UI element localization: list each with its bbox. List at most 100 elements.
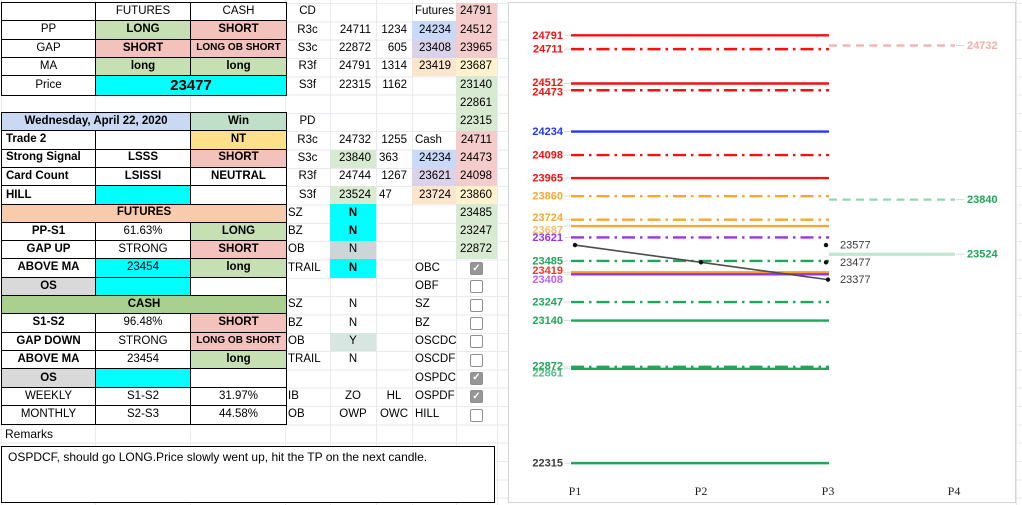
cell-period-r0c0[interactable]: WEEKLY (2, 387, 96, 407)
mid-cell-r3c1[interactable]: 24791 (339, 60, 371, 73)
checkbox-obc[interactable] (470, 262, 483, 276)
mid-cell-r12c4[interactable]: 23247 (456, 222, 497, 242)
mid-cell-r16c2[interactable] (376, 296, 412, 314)
mid-cell-r9c4[interactable]: 24098 (456, 167, 497, 187)
mid-cell-r10c0[interactable]: S3f (298, 188, 317, 201)
mid-cell-r19c1[interactable]: N (348, 353, 358, 366)
checkbox-oscdc[interactable] (470, 335, 483, 349)
cell-day-r2c2[interactable]: SHORT (191, 149, 286, 168)
mid-cell-r21c0[interactable]: IB (288, 389, 299, 402)
cell-period-r0c1[interactable]: S1-S2 (96, 387, 191, 407)
cell-futures-r2c1[interactable]: STRONG (96, 241, 191, 260)
mid-cell-checkbox-ospdc[interactable] (456, 369, 497, 387)
checkbox-ospdc[interactable] (470, 371, 483, 385)
cell-period-r1c1[interactable]: S2-S3 (96, 406, 191, 425)
cell-cash-r0c0[interactable]: CASH (2, 296, 286, 315)
cell-signals-r1c0[interactable]: PP (2, 21, 96, 40)
cell-signals-r2c0[interactable]: GAP (2, 39, 96, 58)
mid-cell-r4c0[interactable]: S3f (298, 78, 317, 91)
cell-futures-r3c2[interactable]: long (191, 259, 286, 278)
checkbox-bz[interactable] (470, 316, 483, 330)
mid-cell-r9c3[interactable]: 23621 (412, 167, 456, 187)
mid-cell-r22c0[interactable]: OB (288, 408, 305, 421)
mid-cell-r7c4[interactable]: 24711 (456, 131, 497, 150)
mid-cell-r21c3[interactable]: OSPDF (415, 389, 455, 402)
cell-signals-r4c1[interactable]: 23477 (96, 76, 286, 95)
mid-cell-r2c1[interactable]: 22872 (339, 42, 371, 55)
mid-cell-checkbox-oscdc[interactable] (456, 333, 497, 351)
checkbox-oscdf[interactable] (470, 353, 483, 367)
mid-cell-r14c2[interactable] (376, 259, 412, 277)
mid-cell-r19c2[interactable] (376, 351, 412, 369)
mid-cell-r15c0[interactable] (285, 278, 330, 296)
mid-cell-r11c0[interactable]: SZ (288, 206, 303, 219)
mid-cell-r19c0[interactable]: TRAIL (288, 353, 321, 366)
cell-day-r4c1[interactable] (96, 186, 191, 205)
mid-cell-r8c4[interactable]: 24473 (456, 149, 497, 168)
mid-cell-r19c3[interactable]: OSCDF (415, 353, 456, 366)
mid-cell-r20c2[interactable] (376, 369, 412, 387)
mid-cell-checkbox-obc[interactable] (456, 259, 497, 277)
cell-futures-r2c2[interactable]: SHORT (191, 241, 286, 260)
cell-cash-r2c0[interactable]: GAP DOWN (2, 332, 96, 352)
mid-cell-r1c3[interactable]: 24234 (412, 21, 456, 40)
mid-cell-r9c1[interactable]: 24744 (339, 170, 371, 183)
mid-cell-r4c1[interactable]: 22315 (339, 78, 371, 91)
mid-cell-r14c3[interactable]: OBC (415, 261, 440, 274)
mid-cell-checkbox-bz[interactable] (456, 314, 497, 332)
mid-cell-r6c4[interactable]: 22315 (456, 112, 497, 132)
cell-futures-r1c1[interactable]: 61.63% (96, 222, 191, 242)
mid-cell-r7c3[interactable]: Cash (415, 133, 442, 146)
mid-cell-r13c2[interactable] (376, 241, 412, 259)
mid-cell-r3c2[interactable]: 1314 (381, 60, 407, 73)
cell-day-r1c0[interactable]: Trade 2 (2, 131, 96, 150)
price-levels-chart[interactable]: P1 P2 P3 P4 24791 24711 24512 24473 24234 24098 23… (508, 2, 1016, 503)
mid-cell-r7c0[interactable]: R3c (297, 133, 318, 146)
mid-cell-r11c3[interactable] (412, 204, 456, 222)
mid-cell-r4c3[interactable] (412, 76, 456, 94)
mid-cell-r6c0[interactable]: PD (299, 115, 316, 128)
mid-cell-r10c3[interactable]: 23724 (412, 186, 456, 205)
mid-cell-r9c0[interactable]: R3f (298, 170, 317, 183)
cell-signals-r1c1[interactable]: LONG (96, 21, 191, 40)
cell-day-r4c0[interactable]: HILL (2, 186, 96, 205)
mid-cell-r8c3[interactable]: 24234 (412, 149, 456, 168)
cell-signals-r0c2[interactable]: CASH (191, 3, 286, 22)
cell-futures-r4c2[interactable] (191, 277, 286, 297)
mid-cell-r17c3[interactable]: BZ (415, 316, 430, 329)
mid-cell-r17c1[interactable]: N (348, 316, 358, 329)
mid-cell-r12c1[interactable]: N (330, 222, 376, 242)
mid-cell-r11c1[interactable]: N (330, 204, 376, 223)
mid-cell-r9c2[interactable]: 1267 (381, 170, 407, 183)
mid-cell-r22c2[interactable]: OWC (379, 408, 409, 421)
mid-cell-r11c4[interactable]: 23485 (456, 204, 497, 223)
cell-futures-r4c1[interactable] (96, 277, 191, 297)
mid-cell-r1c4[interactable]: 24512 (456, 21, 497, 40)
cell-cash-r4c2[interactable] (191, 369, 286, 388)
mid-cell-r17c0[interactable]: BZ (288, 316, 303, 329)
mid-cell-r13c4[interactable]: 22872 (456, 241, 497, 260)
mid-cell-r18c2[interactable] (376, 333, 412, 351)
mid-cell-r20c0[interactable] (285, 369, 330, 387)
mid-cell-r15c1[interactable] (330, 278, 376, 296)
mid-cell-r18c1[interactable]: Y (330, 332, 376, 351)
mid-cell-r20c3[interactable]: OSPDC (415, 371, 456, 384)
mid-cell-r7c2[interactable]: 1255 (381, 133, 407, 146)
cell-signals-r3c1[interactable]: long (96, 57, 191, 77)
mid-cell-r14c1[interactable]: N (330, 259, 376, 278)
mid-cell-r6c1[interactable] (330, 113, 376, 131)
cell-day-r0c0[interactable]: Wednesday, April 22, 2020 (2, 112, 191, 132)
mid-cell-r3c0[interactable]: R3f (298, 60, 317, 73)
mid-cell-r18c0[interactable]: OB (288, 335, 305, 348)
mid-cell-r17c2[interactable] (376, 314, 412, 332)
remarks-box[interactable]: OSPDCF, should go LONG.Price slowly went… (1, 446, 495, 503)
mid-cell-r14c0[interactable]: TRAIL (288, 261, 321, 274)
mid-cell-checkbox-sz[interactable] (456, 296, 497, 314)
checkbox-ospdf[interactable] (470, 390, 483, 404)
cell-futures-r1c2[interactable]: LONG (191, 222, 286, 242)
mid-cell-r3c3[interactable]: 23419 (412, 57, 456, 77)
mid-cell-r11c2[interactable] (376, 204, 412, 222)
mid-cell-r10c4[interactable]: 23860 (456, 186, 497, 205)
mid-cell-r8c0[interactable]: S3c (297, 151, 318, 164)
mid-cell-checkbox-obf[interactable] (456, 278, 497, 296)
